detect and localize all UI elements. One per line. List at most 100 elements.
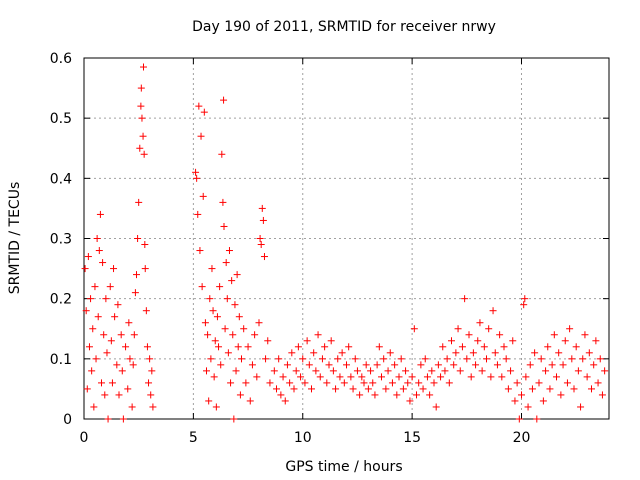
data-point [391,361,399,369]
data-point [570,385,578,393]
data-point [240,325,248,333]
data-point [215,343,223,351]
data-point [397,355,405,363]
data-point [220,96,228,104]
data-point [225,247,233,255]
x-tick-label: 10 [294,430,312,446]
data-point [131,289,139,297]
data-point [113,361,121,369]
data-point [103,349,111,357]
data-point [483,355,490,363]
data-point [255,319,263,327]
data-point [141,241,149,249]
data-point [228,277,236,285]
data-point [310,349,318,357]
data-point [437,373,445,381]
data-point [373,361,381,369]
data-point [408,373,416,381]
data-point [428,367,436,375]
data-point [235,313,243,321]
data-point [88,367,96,375]
data-point [301,379,309,387]
data-point [108,379,116,387]
data-point [148,367,156,375]
data-point [94,313,102,321]
data-point [452,349,460,357]
data-point [246,397,254,405]
x-tick-label: 20 [513,430,531,446]
data-point [369,379,377,387]
data-point [356,391,364,399]
data-point [343,361,350,369]
data-point [111,313,119,321]
data-point [198,283,206,291]
data-point [264,337,272,345]
data-point [566,325,574,333]
data-point [336,373,344,381]
data-point [461,295,469,303]
data-point [283,361,291,369]
data-point [334,355,342,363]
data-point [140,150,148,158]
data-point [555,349,563,357]
y-tick-label: 0.1 [50,352,72,368]
data-point [559,361,567,369]
data-point [95,247,103,255]
y-tick-label: 0.6 [50,51,72,67]
data-point [594,379,602,387]
x-tick-label: 5 [189,430,198,446]
data-point [221,325,229,333]
data-point [404,379,412,387]
data-point [585,349,593,357]
data-point [248,361,256,369]
data-point [351,355,359,363]
data-point [507,367,515,375]
data-point [415,379,423,387]
data-point [96,210,104,218]
data-point [378,373,385,381]
data-point [539,397,547,405]
data-point [259,216,267,224]
data-point [85,343,93,351]
data-point [592,337,600,345]
data-point [106,283,114,291]
data-point [463,355,471,363]
data-point [218,150,226,158]
data-point [195,102,203,110]
data-point [413,391,420,399]
data-point [81,265,89,273]
data-point [201,319,209,327]
data-point [338,349,346,357]
data-point [136,144,144,152]
data-point [430,379,438,387]
data-point [286,379,294,387]
data-point [305,361,313,369]
data-point [504,385,512,393]
data-point [581,331,589,339]
data-point [469,349,477,357]
data-point [251,331,259,339]
data-point [258,204,266,212]
data-point [456,367,464,375]
data-point [371,391,379,399]
data-point [275,355,283,363]
data-point [147,391,155,399]
data-point [458,343,466,351]
data-point [489,307,497,315]
data-point [125,319,133,327]
data-point [138,114,146,122]
data-point [220,222,228,230]
data-point [114,301,122,309]
data-point [203,367,210,375]
data-point [362,361,370,369]
data-point [524,403,532,411]
data-point [487,373,495,381]
data-point [193,174,201,182]
data-point [90,403,98,411]
data-point [107,337,115,345]
data-point [205,397,213,405]
data-point [253,373,261,381]
data-point [491,349,499,357]
data-point [563,379,571,387]
data-point [222,259,230,267]
